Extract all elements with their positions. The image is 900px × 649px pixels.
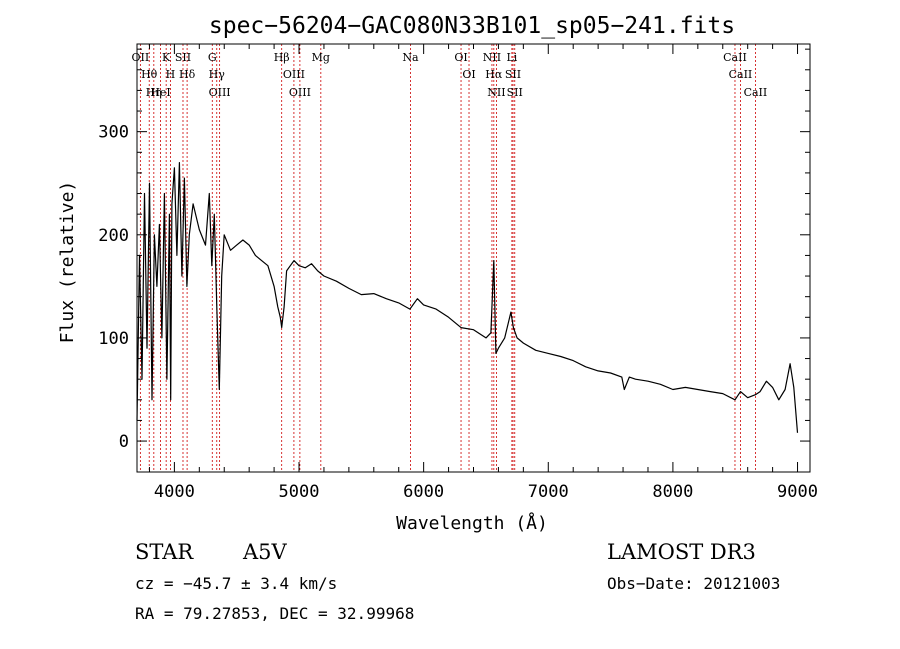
line-id-label: SII bbox=[175, 51, 191, 64]
y-tick-label: 300 bbox=[98, 123, 129, 143]
line-id-label: NII bbox=[487, 86, 505, 99]
line-id-label: OII bbox=[132, 51, 150, 64]
y-tick-label: 100 bbox=[98, 329, 129, 349]
line-id-label: Na bbox=[402, 51, 419, 64]
x-tick-label: 7000 bbox=[528, 482, 569, 502]
plot-frame bbox=[137, 44, 810, 472]
line-id-label: CaII bbox=[744, 86, 768, 99]
line-id-label: Mg bbox=[312, 51, 330, 64]
line-id-label: K bbox=[162, 51, 171, 64]
line-id-label: CaII bbox=[729, 68, 753, 81]
line-id-label: HeI bbox=[150, 86, 170, 99]
object-class: STAR bbox=[135, 540, 194, 564]
line-id-label: Hγ bbox=[209, 68, 226, 81]
line-id-label: Li bbox=[506, 51, 517, 64]
line-id-label: SII bbox=[507, 86, 523, 99]
line-id-label: H bbox=[166, 68, 176, 81]
axis-ticks bbox=[137, 44, 810, 472]
line-id-label: G bbox=[208, 51, 217, 64]
line-id-label: OIII bbox=[289, 86, 311, 99]
x-tick-labels: 4000 5000 6000 7000 8000 9000 bbox=[154, 482, 818, 502]
x-tick-label: 8000 bbox=[652, 482, 693, 502]
line-id-label: OIII bbox=[283, 68, 305, 81]
coordinates-readout: RA = 79.27853, DEC = 32.99968 bbox=[135, 604, 414, 623]
x-axis-label: Wavelength (Å) bbox=[396, 512, 548, 534]
line-id-label: CaII bbox=[723, 51, 747, 64]
chart-title: spec−56204−GAC080N33B101_sp05−241.fits bbox=[209, 13, 735, 39]
x-tick-label: 9000 bbox=[777, 482, 818, 502]
line-id-label: Hδ bbox=[179, 68, 196, 81]
y-tick-label: 0 bbox=[119, 432, 129, 452]
redshift-readout: cz = −45.7 ± 3.4 km/s bbox=[135, 574, 337, 593]
line-id-label: Hα bbox=[485, 68, 503, 81]
line-id-label: NII bbox=[483, 51, 501, 64]
x-tick-label: 4000 bbox=[154, 482, 195, 502]
y-tick-labels: 0 100 200 300 bbox=[98, 123, 129, 452]
series-group bbox=[137, 163, 798, 433]
line-id-label: Hβ bbox=[274, 51, 290, 64]
x-tick-label: 6000 bbox=[403, 482, 444, 502]
object-subclass: A5V bbox=[242, 540, 288, 564]
survey-name: LAMOST DR3 bbox=[607, 540, 756, 564]
y-axis-label: Flux (relative) bbox=[57, 181, 78, 344]
observation-date: Obs−Date: 20121003 bbox=[607, 574, 780, 593]
x-tick-label: 5000 bbox=[279, 482, 320, 502]
spectrum-chart: spec−56204−GAC080N33B101_sp05−241.fits O… bbox=[0, 0, 900, 649]
line-id-label: OI bbox=[454, 51, 467, 64]
line-markers bbox=[140, 44, 755, 472]
line-id-label: OI bbox=[462, 68, 475, 81]
line-id-label: SII bbox=[505, 68, 521, 81]
line-id-label: OIII bbox=[209, 86, 231, 99]
spectrum-line bbox=[137, 163, 798, 433]
y-tick-label: 200 bbox=[98, 226, 129, 246]
line-id-label: Hθ bbox=[141, 68, 158, 81]
